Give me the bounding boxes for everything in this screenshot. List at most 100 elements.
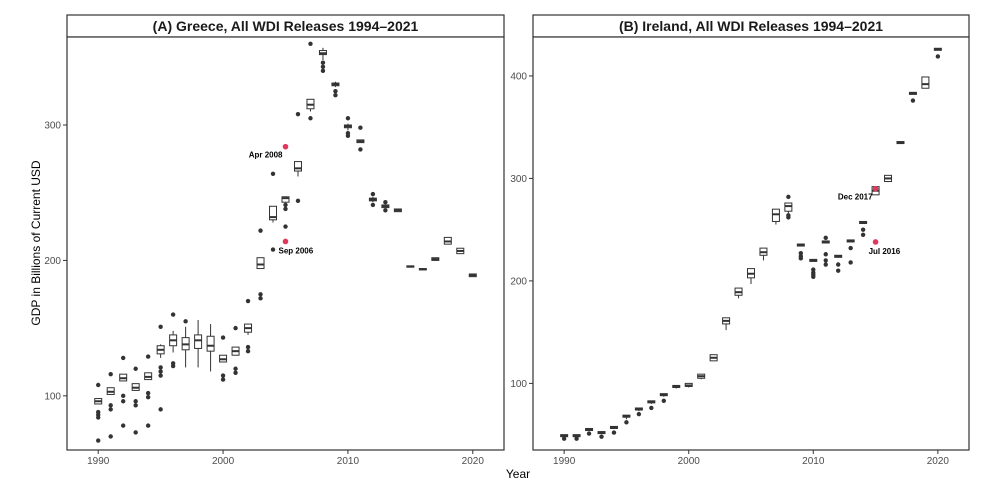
panel-a-box-2006 [293, 111, 302, 204]
panel-b-x-tick-label: 2000 [678, 456, 701, 467]
panel-a-box-1994 [144, 354, 153, 428]
panel-b-box-2001 [697, 373, 706, 380]
panel-b-box-1993 [597, 431, 606, 439]
outlier-point [233, 366, 238, 371]
outlier-point [333, 88, 338, 94]
outlier-point [108, 403, 113, 408]
panel-a-box-2007 [306, 41, 315, 121]
panel-a-box-1997 [181, 319, 190, 368]
outlier-point [370, 202, 376, 208]
panel-b-box-2009 [796, 243, 805, 261]
outlier-point [611, 430, 617, 435]
panel-a-box-2013 [381, 200, 390, 213]
outlier-point [586, 431, 592, 436]
panel-a-box-2005 [281, 196, 290, 229]
outlier-point [96, 382, 101, 388]
panel-a-highlight-point [282, 238, 289, 245]
panel-a-box-2000 [219, 335, 228, 382]
panel-a-box-1993 [131, 366, 140, 435]
outlier-point [158, 373, 163, 378]
panel-b-y-tick-label: 400 [510, 71, 527, 82]
outlier-point [811, 267, 816, 272]
outlier-point [848, 260, 853, 265]
outlier-point [183, 319, 188, 324]
outlier-point [823, 258, 828, 263]
x-axis-title: Year [506, 467, 530, 481]
box-iqr [921, 76, 930, 89]
panel-b-x-tick-label: 1990 [553, 456, 576, 467]
panel-a-box-1990 [94, 382, 103, 443]
outlier-point [320, 60, 326, 65]
panel-b-box-2008 [784, 194, 793, 220]
outlier-point [836, 262, 841, 267]
outlier-point [561, 436, 567, 441]
outlier-point [786, 194, 791, 200]
y-axis-title: GDP in Billions of Current USD [29, 160, 43, 326]
panel-a-x-tick-label: 2020 [462, 456, 485, 467]
outlier-point [308, 41, 313, 46]
outlier-point [133, 403, 138, 408]
outlier-point [599, 434, 604, 439]
panel-b-y-tick-label: 200 [510, 276, 527, 287]
outlier-point [848, 245, 853, 251]
outlier-point [283, 202, 288, 208]
outlier-point [108, 371, 113, 377]
outlier-point [133, 399, 138, 404]
panel-a-box-2018 [443, 236, 452, 245]
panel-a-box-1996 [169, 312, 178, 369]
outlier-point [145, 423, 151, 428]
panel-b-highlight-label: Dec 2017 [838, 193, 873, 202]
outlier-point [120, 399, 126, 404]
outlier-point [358, 147, 363, 152]
outlier-point [935, 54, 941, 59]
outlier-point [270, 171, 276, 176]
panel-a-box-2010 [343, 116, 352, 139]
panel-b-box-2000 [684, 382, 693, 388]
outlier-point [245, 298, 251, 304]
box-iqr [206, 335, 215, 352]
outlier-point [370, 191, 376, 197]
outlier-point [245, 348, 251, 354]
outlier-point [170, 312, 176, 317]
panel-b-box-1992 [585, 427, 594, 436]
panel-a-x-tick-label: 2000 [212, 456, 235, 467]
panel-a-box-2002 [244, 298, 253, 354]
outlier-point [233, 325, 238, 331]
panel-b-box-2019 [921, 76, 930, 89]
outlier-point [283, 206, 288, 212]
outlier-point [811, 270, 816, 275]
outlier-point [345, 130, 351, 136]
panel-b-box-1990 [560, 434, 569, 441]
panel-b-title: (B) Ireland, All WDI Releases 1994–2021 [619, 18, 883, 34]
panel-b-plot: Dec 2017 Jul 2016 [532, 36, 970, 451]
panel-b-box-2020 [933, 47, 942, 59]
panel-a-y-tick-label: 200 [44, 256, 61, 267]
panel-a-box-2015 [406, 265, 415, 268]
panel-b-box-2017 [896, 141, 905, 145]
outlier-point [308, 116, 313, 121]
panel-b-box-2013 [846, 239, 855, 265]
outlier-point [158, 324, 163, 329]
outlier-point [295, 198, 301, 204]
panel-a-box-2017 [431, 257, 440, 261]
panel-a-box-2019 [456, 247, 465, 255]
panel-a-box-2009 [331, 81, 340, 98]
outlier-point [96, 438, 101, 443]
outlier-point [258, 296, 263, 301]
panel-a-highlight-label: Sep 2006 [279, 246, 314, 255]
panel-b-box-1994 [609, 425, 618, 435]
panel-b-x-tick-label: 2010 [802, 456, 825, 467]
panel-a-box-2014 [393, 208, 402, 213]
panel-b-highlight-label: Jul 2016 [869, 247, 901, 256]
box-iqr [269, 205, 278, 221]
panel-a-highlight-label: Apr 2008 [249, 151, 283, 160]
outlier-point [295, 111, 301, 117]
panel-b-y-tick-label: 100 [510, 379, 527, 390]
panel-b-box-2014 [859, 220, 868, 237]
panel-b-box-2012 [834, 254, 843, 273]
panel-a-box-2016 [418, 268, 427, 271]
outlier-point [910, 98, 916, 103]
outlier-point [220, 373, 226, 378]
panel-b-box-1996 [634, 407, 643, 417]
